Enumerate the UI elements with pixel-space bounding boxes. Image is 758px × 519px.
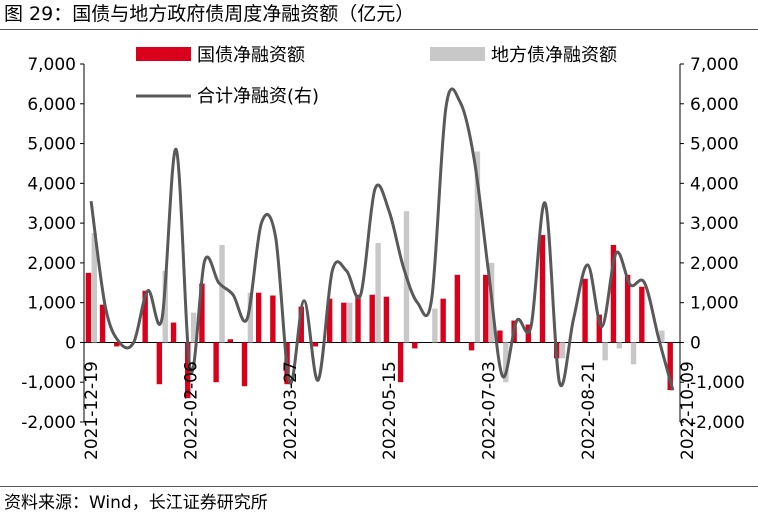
local-debt-bar (190, 312, 197, 343)
gov-debt-bar (539, 235, 546, 343)
top-rule (0, 29, 758, 30)
gov-debt-bar (255, 292, 262, 343)
gov-debt-bar (85, 272, 92, 343)
x-tick-label: 2022-05-15 (380, 361, 400, 460)
gov-debt-bar (582, 278, 588, 343)
gov-debt-bar (383, 296, 390, 343)
gov-debt-bar (185, 342, 191, 399)
gov-debt-bar (270, 295, 276, 343)
local-debt-bar (602, 342, 608, 361)
gov-debt-bar (397, 342, 404, 383)
gov-debt-bar (412, 342, 418, 349)
y-tick-label-left: 7,000 (27, 55, 76, 75)
legend-label-total: 合计净融资(右) (197, 86, 319, 107)
gov-debt-bar (440, 298, 446, 343)
y-tick-label-left: 3,000 (27, 214, 76, 234)
gov-debt-bar (610, 244, 617, 343)
legend-swatch-local (430, 47, 485, 61)
gov-debt-bar (369, 294, 375, 343)
y-tick-label-left: 6,000 (27, 95, 76, 115)
y-tick-label-right: 5,000 (690, 135, 739, 155)
y-tick-label-left: -1,000 (21, 373, 76, 393)
local-debt-bar (347, 302, 353, 343)
gov-debt-bar (468, 342, 475, 351)
bottom-rule (0, 486, 758, 487)
gov-debt-bar (99, 304, 106, 343)
gov-debt-bar (142, 290, 148, 343)
local-debt-bar (219, 244, 225, 343)
gov-debt-bar (312, 342, 319, 347)
y-tick-label-right: 6,000 (690, 95, 739, 115)
gov-debt-bar (454, 274, 461, 343)
local-debt-bar (659, 330, 665, 343)
gov-debt-bar (667, 342, 673, 391)
x-tick-label: 2022-03-27 (281, 361, 301, 460)
chart: -2,000 -1,000 0 1,000 2,000 3,000 4,000 5,000 6,… (21, 45, 745, 460)
y-tick-label-left: -2,000 (21, 413, 76, 433)
legend-label-local: 地方债净融资额 (491, 45, 617, 66)
local-debt-bar (91, 233, 97, 343)
gov-debt-bar (483, 274, 489, 343)
gov-debt-bar (497, 330, 503, 343)
y-tick-label-right: 3,000 (690, 214, 739, 234)
local-debt-bar (162, 270, 168, 343)
gov-debt-bar (213, 342, 219, 383)
y-tick-label-left: 5,000 (27, 135, 76, 155)
gov-debt-bar (199, 283, 205, 343)
y-tick-label-left: 4,000 (27, 174, 76, 194)
local-debt-bar (375, 243, 381, 343)
x-tick-label: 2022-10-09 (678, 361, 698, 460)
y-tick-label-left: 1,000 (27, 294, 76, 314)
local-debt-bar (474, 151, 481, 343)
y-tick-label-left: 0 (65, 333, 76, 353)
plot-area: -2,000 -1,000 0 1,000 2,000 3,000 4,000 5,000 6,… (21, 45, 745, 460)
legend-label-gov: 国债净融资额 (197, 45, 305, 66)
gov-debt-bar (170, 322, 177, 343)
legend-swatch-gov (136, 47, 191, 61)
gov-debt-bar (326, 298, 333, 343)
gov-debt-bar (596, 314, 602, 343)
gov-debt-bar (241, 342, 248, 387)
local-debt-bar (503, 342, 509, 383)
total-net-financing-line (89, 87, 675, 391)
y-tick-label-right: 7,000 (690, 55, 739, 75)
local-debt-bar (432, 308, 438, 343)
y-tick-label-right: -2,000 (690, 413, 745, 433)
local-debt-bar (616, 342, 623, 349)
y-tick-label-right: 1,000 (690, 294, 739, 314)
local-debt-bar (630, 342, 637, 365)
x-tick-label: 2022-08-21 (579, 361, 599, 460)
chart-title: 图 29：国债与地方政府债周度净融资额（亿元） (4, 3, 415, 25)
gov-debt-bar (355, 294, 361, 343)
gov-debt-bar (114, 342, 120, 347)
y-tick-label-right: 2,000 (690, 254, 739, 274)
gov-debt-bar (639, 286, 645, 343)
local-debt-bar (559, 342, 566, 359)
gov-debt-bar (624, 274, 631, 343)
y-tick-label-right: 0 (690, 333, 701, 353)
y-tick-label-right: -1,000 (690, 373, 745, 393)
x-tick-label: 2022-07-03 (479, 361, 499, 460)
y-tick-label-right: 4,000 (690, 174, 739, 194)
gov-debt-bar (227, 339, 233, 343)
gov-debt-bar (341, 302, 347, 343)
gov-debt-bar (156, 342, 163, 385)
gov-debt-bar (298, 306, 304, 343)
source-note: 资料来源：Wind，长江证券研究所 (4, 493, 268, 513)
x-tick-label: 2022-02-06 (181, 361, 201, 460)
local-debt-bar (247, 292, 254, 343)
x-tick-label: 2021-12-19 (82, 361, 102, 460)
y-tick-label-left: 2,000 (27, 254, 76, 274)
